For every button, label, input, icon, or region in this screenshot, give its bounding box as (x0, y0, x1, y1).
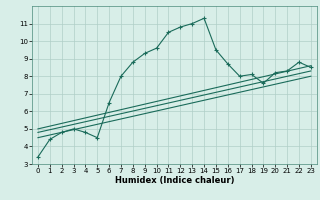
X-axis label: Humidex (Indice chaleur): Humidex (Indice chaleur) (115, 176, 234, 185)
